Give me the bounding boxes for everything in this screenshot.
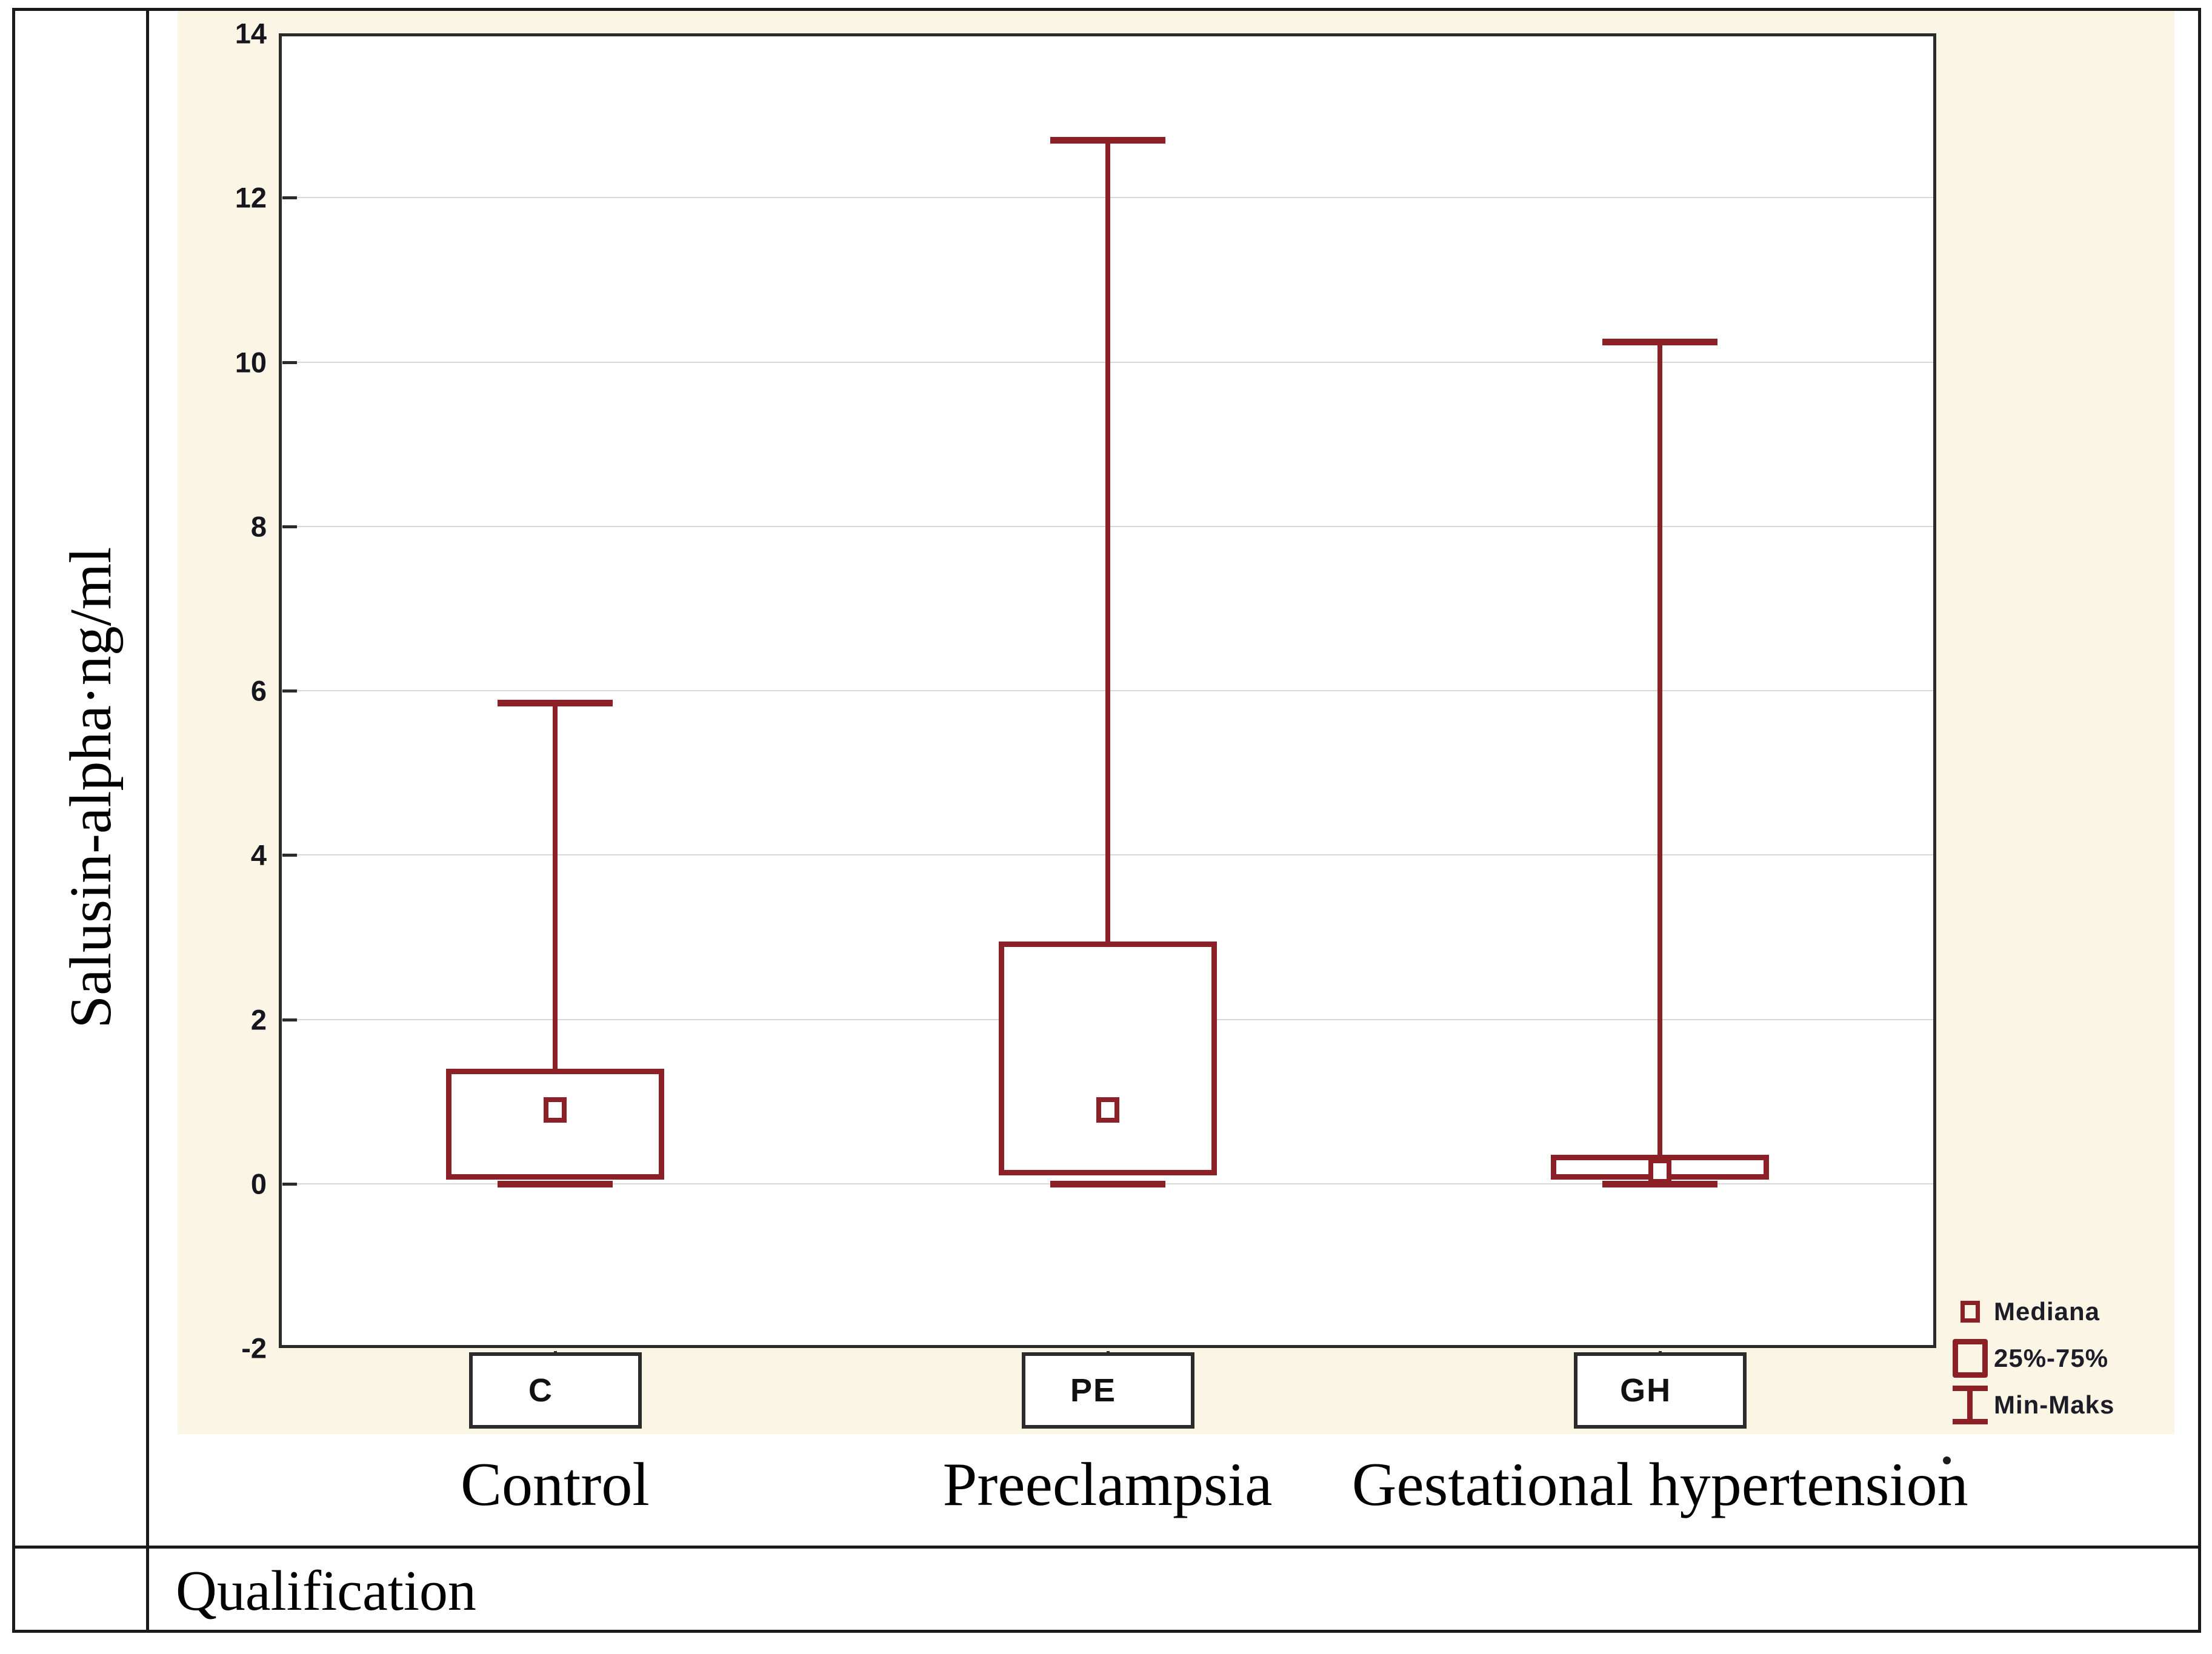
y-tick-6 xyxy=(282,689,297,692)
y-tick-label-14: 14 xyxy=(235,17,267,50)
median-square-icon xyxy=(1960,1300,1980,1323)
min-max-whisker-icon xyxy=(1953,1385,1988,1424)
category-code-box-GH: GH xyxy=(1574,1352,1747,1429)
y-tick-2 xyxy=(282,1018,297,1021)
whisker-min-cap-PE xyxy=(1050,1180,1165,1187)
y-tick-label--2: -2 xyxy=(241,1332,267,1364)
y-tick-4 xyxy=(282,854,297,857)
stray-ink-dot xyxy=(1943,1456,1951,1464)
iqr-box-C xyxy=(445,1068,664,1180)
iqr-box-icon xyxy=(1953,1338,1988,1378)
y-tick-10 xyxy=(282,360,297,364)
legend-row-iqr: 25%-75% xyxy=(1947,1335,2201,1381)
whisker-stem-C xyxy=(552,703,558,1069)
category-label-PE: Preeclampsia xyxy=(942,1450,1273,1519)
category-code-PE: PE xyxy=(1070,1372,1117,1409)
whisker-max-cap-C xyxy=(497,700,613,707)
median-marker-PE xyxy=(1096,1097,1119,1123)
y-tick-label-2: 2 xyxy=(250,1003,267,1035)
legend-row-median: Mediana xyxy=(1947,1288,2201,1335)
category-label-GH: Gestational hypertension xyxy=(1351,1450,1968,1519)
y-tick-label-0: 0 xyxy=(250,1167,267,1200)
y-axis-title: Salusin-alpha·ng/ml xyxy=(58,546,124,1029)
category-code-box-PE: PE xyxy=(1021,1352,1194,1429)
whisker-max-cap-PE xyxy=(1050,137,1165,144)
category-code-C: C xyxy=(528,1372,553,1409)
y-tick-label-10: 10 xyxy=(235,346,267,378)
table-column-divider xyxy=(146,8,149,1633)
table-row-divider xyxy=(12,1546,2201,1549)
table-outer-border xyxy=(12,8,2201,1633)
legend-row-minmax: Min-Maks xyxy=(1947,1381,2201,1428)
whisker-stem-PE xyxy=(1105,140,1110,942)
median-marker-GH xyxy=(1648,1158,1672,1184)
legend-label-iqr: 25%-75% xyxy=(1994,1343,2109,1372)
y-tick-12 xyxy=(282,196,297,200)
category-code-box-C: C xyxy=(468,1352,642,1429)
whisker-min-cap-C xyxy=(497,1180,613,1187)
whisker-stem-GH xyxy=(1657,341,1663,1155)
whisker-max-cap-GH xyxy=(1602,338,1718,345)
legend: Mediana 25%-75% Min-Maks xyxy=(1947,1288,2201,1428)
y-tick-label-4: 4 xyxy=(250,839,267,871)
iqr-box-PE xyxy=(998,941,1217,1176)
legend-label-median: Mediana xyxy=(1994,1297,2100,1326)
median-marker-C xyxy=(543,1097,567,1123)
category-code-GH: GH xyxy=(1620,1372,1672,1409)
category-label-C: Control xyxy=(460,1450,650,1519)
x-axis-title: Qualification xyxy=(176,1559,476,1622)
y-tick-label-8: 8 xyxy=(250,510,267,543)
legend-label-minmax: Min-Maks xyxy=(1994,1390,2115,1419)
y-tick-0 xyxy=(282,1182,297,1186)
y-tick-8 xyxy=(282,525,297,528)
y-tick-label-12: 12 xyxy=(235,181,267,214)
y-tick-label-6: 6 xyxy=(250,674,267,707)
